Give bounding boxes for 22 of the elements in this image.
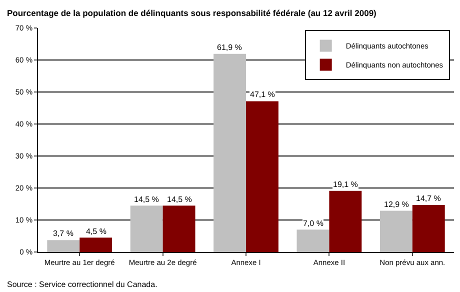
data-label: 19,1 %: [333, 180, 358, 189]
bar: [80, 238, 112, 252]
source-note: Source : Service correctionnel du Canada.: [7, 280, 158, 289]
bar: [214, 54, 246, 252]
bar: [296, 230, 330, 252]
data-label: 3,7 %: [53, 229, 74, 238]
data-label: 14,7 %: [416, 194, 441, 203]
chart-title: Pourcentage de la population de délinquants sous responsabilité fédérale (au 12 avril 2009): [7, 8, 377, 18]
data-label: 12,9 %: [384, 200, 409, 209]
data-label: 14,5 %: [167, 195, 192, 204]
bar: [412, 204, 445, 252]
bar: [130, 206, 163, 252]
data-label: 7,0 %: [303, 219, 324, 228]
bar: [47, 240, 80, 252]
data-label: 61,9 %: [217, 43, 242, 52]
bar: [380, 210, 412, 252]
bar: [329, 190, 362, 252]
data-label: 14,5 %: [134, 195, 159, 204]
bar: [162, 206, 196, 252]
data-label: 47,1 %: [250, 90, 275, 99]
data-label: 4,5 %: [86, 227, 106, 236]
bar: [246, 101, 278, 252]
